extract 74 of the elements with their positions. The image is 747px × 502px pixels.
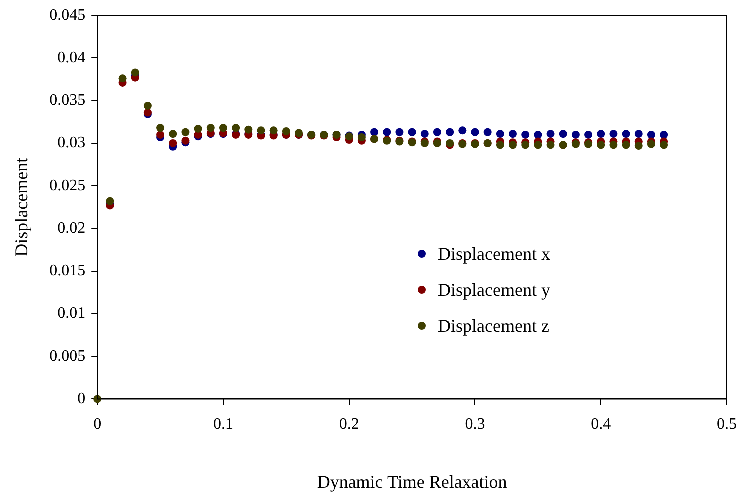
point xyxy=(244,126,253,134)
point xyxy=(610,130,618,138)
point xyxy=(194,124,202,133)
y-tick-label: 0.03 xyxy=(58,134,86,152)
point xyxy=(383,128,392,136)
point xyxy=(484,128,492,136)
x-tick-label: 0.1 xyxy=(213,416,234,434)
point xyxy=(396,128,404,136)
point xyxy=(144,102,152,110)
x-tick-label: 0.2 xyxy=(339,416,360,434)
x-tick-label: 0.3 xyxy=(465,416,486,434)
x-axis-title: Dynamic Time Relaxation xyxy=(317,472,508,492)
y-tick-label: 0.04 xyxy=(58,49,86,66)
point xyxy=(584,130,593,139)
point xyxy=(118,74,127,83)
y-tick-label: 0.045 xyxy=(50,6,86,24)
point xyxy=(522,141,530,150)
point xyxy=(660,141,668,150)
point xyxy=(420,130,429,138)
point xyxy=(597,141,606,150)
point xyxy=(106,197,114,206)
point xyxy=(634,130,643,138)
point xyxy=(232,124,240,132)
legend-label: Displacement y xyxy=(438,280,550,300)
x-tick-label: 0.5 xyxy=(717,416,737,434)
point xyxy=(496,130,504,138)
point xyxy=(206,124,215,132)
y-tick-label: 0.01 xyxy=(58,305,86,322)
point xyxy=(660,130,668,139)
point xyxy=(156,130,165,139)
y-tick-label: 0.035 xyxy=(50,92,86,110)
point xyxy=(219,124,228,132)
point xyxy=(597,130,606,138)
point xyxy=(509,141,518,150)
point xyxy=(408,128,416,136)
point xyxy=(522,130,530,139)
legend-label: Displacement z xyxy=(438,316,550,336)
point xyxy=(169,130,178,138)
point xyxy=(446,128,454,136)
point xyxy=(156,124,165,132)
point xyxy=(534,141,542,150)
point xyxy=(622,141,630,150)
y-axis-title: Displacement xyxy=(12,158,32,257)
point xyxy=(257,126,266,135)
point xyxy=(647,130,656,139)
y-tick-label: 0.025 xyxy=(50,177,86,194)
x-tick-label: 0.4 xyxy=(591,416,612,434)
y-tick-label: 0 xyxy=(78,390,86,408)
point xyxy=(559,130,568,138)
point xyxy=(546,130,555,138)
point xyxy=(433,128,442,136)
point xyxy=(169,139,178,148)
x-tick-label: 0 xyxy=(94,416,102,434)
point xyxy=(509,130,518,138)
point xyxy=(572,130,580,139)
point xyxy=(534,130,542,139)
point xyxy=(634,142,643,150)
point xyxy=(546,141,555,150)
y-tick-label: 0.005 xyxy=(50,348,86,365)
legend-label: Displacement x xyxy=(438,244,550,264)
point xyxy=(458,126,467,135)
point xyxy=(622,130,630,138)
point xyxy=(358,134,366,142)
point xyxy=(496,141,504,150)
point xyxy=(370,128,379,136)
point xyxy=(182,128,190,136)
point xyxy=(610,141,618,150)
point xyxy=(270,126,278,135)
point xyxy=(282,128,290,136)
point xyxy=(471,128,480,136)
y-tick-label: 0.02 xyxy=(58,220,86,237)
point xyxy=(131,68,140,77)
point xyxy=(647,140,656,148)
y-tick-label: 0.015 xyxy=(50,262,86,280)
